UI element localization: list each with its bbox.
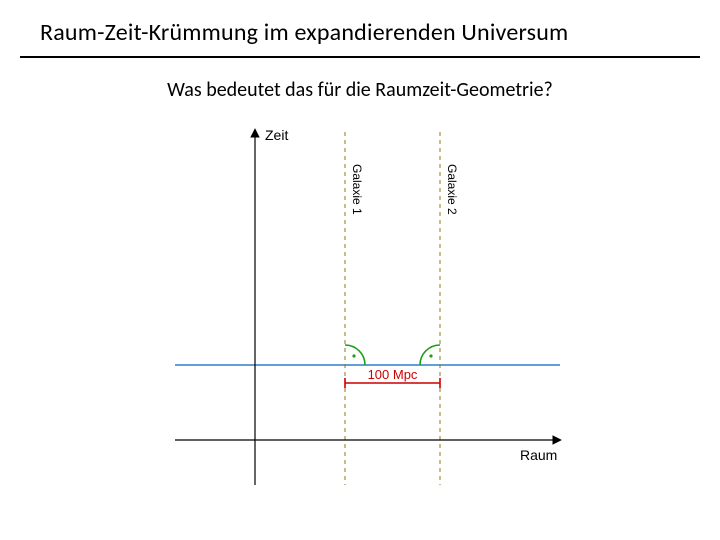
page-title: Raum-Zeit-Krümmung im expandierenden Uni… xyxy=(40,18,690,47)
page-subtitle: Was bedeutet das für die Raumzeit-Geomet… xyxy=(0,78,720,102)
slide: Raum-Zeit-Krümmung im expandierenden Uni… xyxy=(0,0,720,540)
y-axis-label: Zeit xyxy=(265,127,288,143)
worldline-label-2: Galaxie 2 xyxy=(445,164,459,215)
worldline-label-1: Galaxie 1 xyxy=(350,164,364,215)
right-angle-dot-1 xyxy=(352,354,355,357)
distance-label: 100 Mpc xyxy=(368,367,418,382)
title-divider xyxy=(20,56,700,58)
spacetime-diagram: Zeit Raum Galaxie 1 Galaxie 2 100 Mpc xyxy=(160,120,580,500)
diagram-svg: Zeit Raum Galaxie 1 Galaxie 2 100 Mpc xyxy=(160,120,580,500)
right-angle-dot-2 xyxy=(429,354,432,357)
x-axis-label: Raum xyxy=(520,447,557,463)
